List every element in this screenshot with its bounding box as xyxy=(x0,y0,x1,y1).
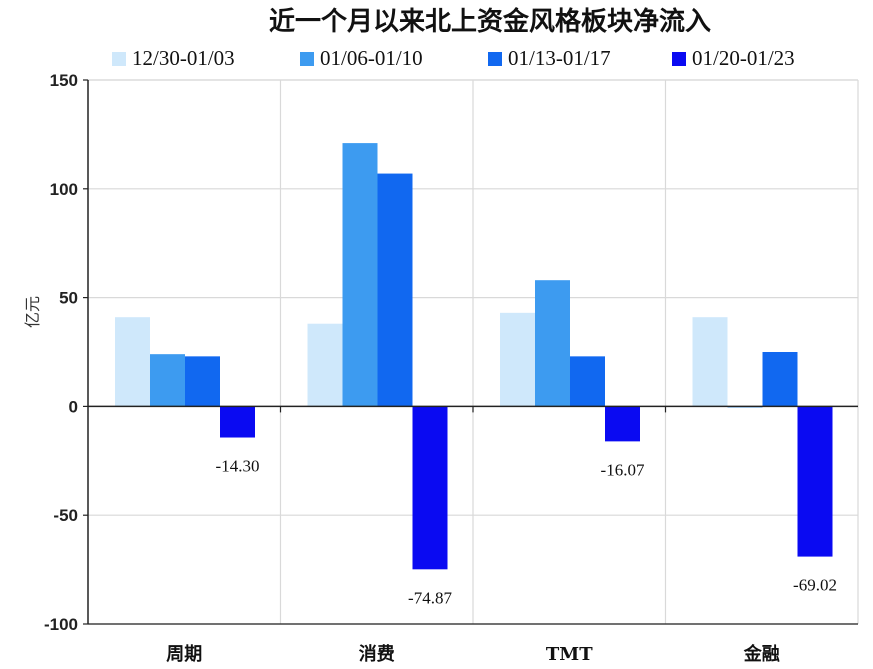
gridlines xyxy=(88,79,859,625)
legend-label: 01/13-01/17 xyxy=(508,46,611,70)
bar xyxy=(797,406,833,557)
bar xyxy=(150,354,185,407)
bar xyxy=(342,143,378,407)
bar xyxy=(115,317,150,407)
legend-swatch xyxy=(300,52,314,66)
bar xyxy=(605,406,640,442)
bar xyxy=(762,352,798,407)
bar xyxy=(692,317,728,407)
x-tick-label: TMT xyxy=(546,644,593,665)
bar xyxy=(500,312,535,407)
x-tick-label: 消费 xyxy=(359,643,395,665)
y-axis-label: 亿元 xyxy=(23,296,42,328)
y-tick-label: -50 xyxy=(53,506,78,525)
bars xyxy=(115,143,833,570)
y-tick-label: 100 xyxy=(50,180,78,199)
bar xyxy=(185,356,220,407)
data-label: -69.02 xyxy=(793,576,837,595)
data-label: -16.07 xyxy=(601,460,645,479)
y-tick-label: 150 xyxy=(50,71,78,90)
legend-swatch xyxy=(672,52,686,66)
axes xyxy=(83,79,858,625)
legend-label: 01/06-01/10 xyxy=(320,46,423,70)
legend-swatch xyxy=(112,52,126,66)
chart-title: 近一个月以来北上资金风格板块净流入 xyxy=(269,6,711,37)
y-tick-label: -100 xyxy=(44,615,78,634)
legend-swatch xyxy=(488,52,502,66)
y-tick-label: 0 xyxy=(69,397,78,416)
bar xyxy=(220,406,255,438)
x-tick-label: 周期 xyxy=(166,644,202,665)
data-label: -74.87 xyxy=(408,588,452,607)
bar xyxy=(307,323,343,407)
data-labels: -14.30 -74.87 -16.07 -69.02 xyxy=(216,457,837,608)
legend-label: 12/30-01/03 xyxy=(132,46,235,70)
bar xyxy=(377,173,413,407)
data-label: -14.30 xyxy=(216,457,260,476)
legend-label: 01/20-01/23 xyxy=(692,46,795,70)
bar xyxy=(570,356,605,407)
bar xyxy=(535,280,570,407)
bar xyxy=(412,406,448,570)
y-tick-label: 50 xyxy=(59,289,78,308)
x-tick-labels: 周期 消费 TMT 金融 xyxy=(166,643,780,665)
x-tick-label: 金融 xyxy=(743,643,780,665)
y-tick-labels: 150 100 50 0 -50 -100 xyxy=(44,71,78,634)
legend: 12/30-01/03 01/06-01/10 01/13-01/17 01/20-0… xyxy=(112,46,795,70)
